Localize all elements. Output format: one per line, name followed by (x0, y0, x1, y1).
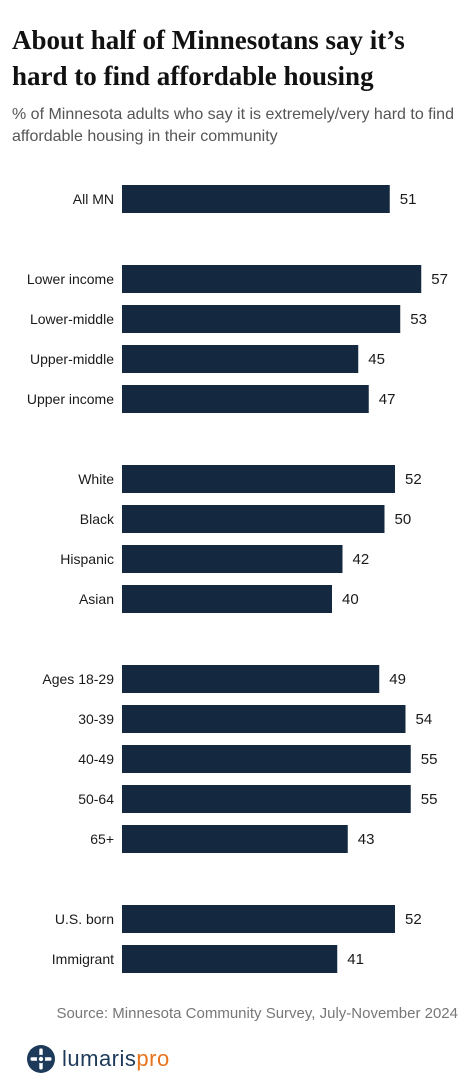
value-label-ages-18-29: 49 (389, 671, 406, 688)
value-label-hispanic: 42 (353, 551, 370, 568)
bar-lower-middle (122, 305, 400, 333)
value-label-u-s-born: 52 (405, 911, 422, 928)
value-label-white: 52 (405, 471, 422, 488)
category-label-30-39: 30-39 (78, 711, 114, 727)
bar-black (122, 505, 385, 533)
bar-40-49 (122, 745, 411, 773)
value-label-upper-middle: 45 (368, 351, 385, 368)
category-label-all-mn: All MN (73, 191, 114, 207)
value-label-30-39: 54 (416, 711, 433, 728)
value-label-black: 50 (395, 511, 412, 528)
value-label-upper-income: 47 (379, 391, 396, 408)
logo-text-primary: lumaris (62, 1046, 136, 1071)
category-label-ages-18-29: Ages 18-29 (42, 671, 114, 687)
bar-lower-income (122, 265, 421, 293)
bar-upper-income (122, 385, 369, 413)
category-label-immigrant: Immigrant (52, 951, 114, 967)
category-label-lower-middle: Lower-middle (30, 311, 114, 327)
logo-text-accent: pro (136, 1046, 169, 1071)
value-label-lower-middle: 53 (410, 311, 427, 328)
value-label-asian: 40 (342, 591, 359, 608)
category-label-hispanic: Hispanic (60, 551, 114, 567)
bar-ages-18-29 (122, 665, 379, 693)
category-label-white: White (78, 471, 114, 487)
category-label-65: 65+ (90, 831, 114, 847)
value-label-40-49: 55 (421, 751, 438, 768)
category-label-40-49: 40-49 (78, 751, 114, 767)
lumaris-logo-icon (26, 1044, 56, 1074)
category-label-black: Black (80, 511, 115, 527)
category-label-upper-income: Upper income (27, 391, 114, 407)
bar-30-39 (122, 705, 406, 733)
bar-white (122, 465, 395, 493)
bar-upper-middle (122, 345, 358, 373)
bar-u-s-born (122, 905, 395, 933)
bar-65 (122, 825, 348, 853)
value-label-65: 43 (358, 831, 375, 848)
bar-all-mn (122, 185, 390, 213)
value-label-50-64: 55 (421, 791, 438, 808)
logo-wordmark: lumarispro (62, 1044, 170, 1074)
value-label-all-mn: 51 (400, 191, 417, 208)
category-label-upper-middle: Upper-middle (30, 351, 114, 367)
brand-logo: lumarispro (26, 1044, 170, 1074)
bar-hispanic (122, 545, 343, 573)
value-label-lower-income: 57 (431, 271, 448, 288)
bar-asian (122, 585, 332, 613)
bar-immigrant (122, 945, 337, 973)
category-label-u-s-born: U.S. born (55, 911, 114, 927)
bar-50-64 (122, 785, 411, 813)
bar-chart: All MN 51 Lower income 57 Lower-middle 53 Uppe… (0, 0, 472, 1000)
category-label-50-64: 50-64 (78, 791, 114, 807)
category-label-asian: Asian (79, 591, 114, 607)
category-label-lower-income: Lower income (27, 271, 114, 287)
source-note: Source: Minnesota Community Survey, July… (56, 1005, 458, 1022)
value-label-immigrant: 41 (347, 951, 364, 968)
